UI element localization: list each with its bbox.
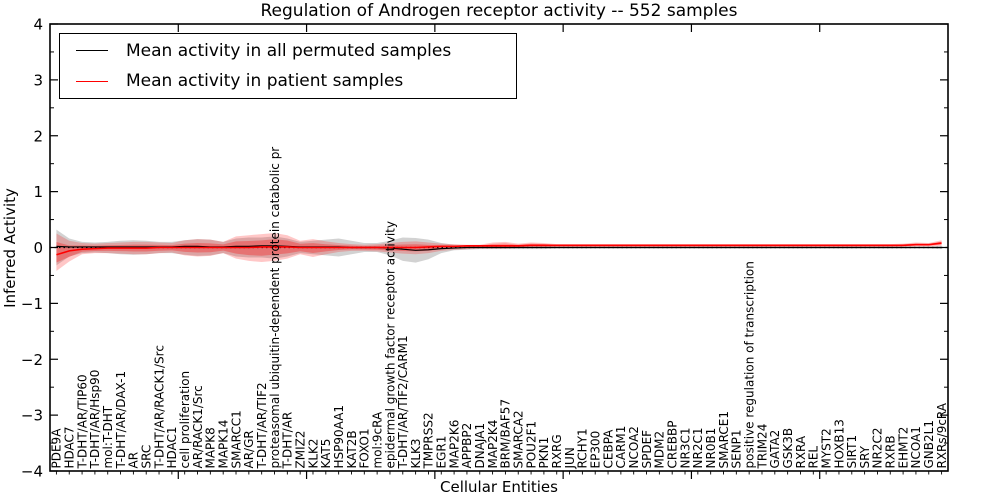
legend-label-permuted: Mean activity in all permuted samples [126,40,452,61]
x-axis-label: Cellular Entities [440,478,558,496]
x-tick-label: JUN [563,447,577,469]
x-tick-label: MDM2 [653,431,667,469]
permuted-line-swatch [76,50,108,52]
y-tick-label: 1 [33,183,43,201]
x-tick-label: epidermal growth factor receptor activit… [383,221,397,468]
x-tick-label: T-DHT/AR/DAX-1 [114,371,128,470]
x-tick-label: MAPK8 [204,427,218,468]
x-tick-label: BRM/BAF57 [499,399,513,469]
x-tick-label: NCOA2 [627,426,641,468]
x-tick-label: KLK2 [306,438,320,468]
x-tick-label: CARM1 [614,426,628,469]
x-tick-label: REL [807,446,821,469]
x-tick-label: RCHY1 [576,428,590,468]
x-tick-label: SRY [858,445,872,468]
x-tick-label: RXRB [884,435,898,468]
x-tick-label: HDAC1 [165,426,179,468]
x-tick-label: cell proliferation [178,371,192,469]
y-tick-label: −2 [21,351,43,369]
x-tick-label: NR3C1 [678,428,692,469]
x-tick-label: RXRA [794,435,808,468]
legend-label-patient: Mean activity in patient samples [126,71,404,92]
x-tick-label: GSK3B [781,428,795,469]
x-tick-label: T-DHT/AR/TIP60 [75,374,89,469]
y-tick-label: 0 [33,239,43,257]
x-tick-label: RXRG [550,434,564,468]
x-tick-label: AR/RACK1/Src [191,385,205,468]
x-tick-label: NR2C1 [691,428,705,469]
x-tick-label: positive regulation of transcription [742,261,756,468]
x-tick-label: SPDEF [640,430,654,469]
x-tick-label: EGR1 [435,436,449,469]
patient-mean-line [56,242,942,256]
y-tick-label: 2 [33,127,43,145]
x-tick-label: AR [127,452,141,469]
x-tick-label: NCOA1 [909,426,923,468]
x-tick-label: EP300 [589,431,603,469]
x-tick-label: T-DHT/AR [281,412,295,470]
x-tick-label: T-DHT/AR/RACK1/Src [152,345,166,469]
x-tick-label: CREBBP [665,421,679,469]
chart-title: Regulation of Androgen receptor activity… [260,1,738,21]
x-tick-label: DNAJA1 [473,423,487,469]
x-tick-label: SIRT1 [845,435,859,469]
x-tick-label: mol:T-DHT [101,405,115,468]
patient-range-band [56,232,942,271]
x-tick-label: SMARCA2 [512,410,526,468]
x-tick-label: EHMT2 [896,427,910,469]
patient-line-swatch [76,80,108,82]
x-tick-label: KLK3 [409,438,423,468]
x-tick-label: mol:9cRA [370,411,384,468]
legend-item-permuted: Mean activity in all permuted samples [60,37,516,65]
y-tick-label: −1 [21,295,43,313]
permuted-mean-line [56,245,942,251]
y-axis-label: Inferred Activity [1,188,19,308]
x-tick-label: T-DHT/AR/TIF2 [255,382,269,469]
x-tick-label: HDAC7 [63,426,77,468]
x-tick-label: MAPK14 [216,420,230,469]
x-tick-label: POU2F1 [524,421,538,469]
x-tick-label: ZMIZ2 [293,431,307,469]
x-tick-label: SENP1 [730,429,744,468]
x-tick-label: GNB2L1 [922,420,936,468]
x-tick-label: MYST2 [819,428,833,468]
x-tick-label: CEBPA [601,429,615,469]
y-tick-label: −4 [21,463,43,481]
x-tick-label: FOXO1 [358,428,372,468]
x-tick-label: RXRs/9cRA [935,402,949,468]
legend: Mean activity in all permuted samples Me… [59,33,517,99]
x-tick-label: T-DHT/AR/Hsp90 [88,370,102,470]
x-tick-label: SMARCC1 [229,410,243,468]
x-tick-label: PKN1 [537,437,551,469]
x-tick-label: APPBP2 [460,423,474,469]
x-tick-label: NR0B1 [704,428,718,469]
x-tick-label: PDE9A [50,428,64,469]
legend-item-patient: Mean activity in patient samples [60,67,516,95]
x-tick-label: KAT2B [345,430,359,468]
y-tick-label: 4 [33,16,43,34]
x-tick-label: AR/GR [242,430,256,468]
y-tick-label: −3 [21,407,43,425]
x-tick-label: TRIM24 [755,424,769,470]
x-tick-label: HOXB13 [832,419,846,468]
x-tick-label: NR2C2 [871,428,885,469]
x-tick-label: T-DHT/AR/TIF2/CARM1 [396,335,410,469]
x-tick-label: MAP2K4 [486,420,500,469]
x-tick-label: TMPRSS2 [422,412,436,469]
x-tick-label: SRC [140,445,154,469]
x-tick-label: HSP90AA1 [332,405,346,469]
x-tick-label: GATA2 [768,430,782,469]
x-tick-label: MAP2K6 [447,420,461,469]
x-tick-label: proteasomal ubiquitin-dependent protein … [268,147,282,469]
y-tick-label: 3 [33,71,43,89]
x-tick-label: SMARCE1 [717,411,731,469]
x-tick-label: KAT5 [319,439,333,469]
